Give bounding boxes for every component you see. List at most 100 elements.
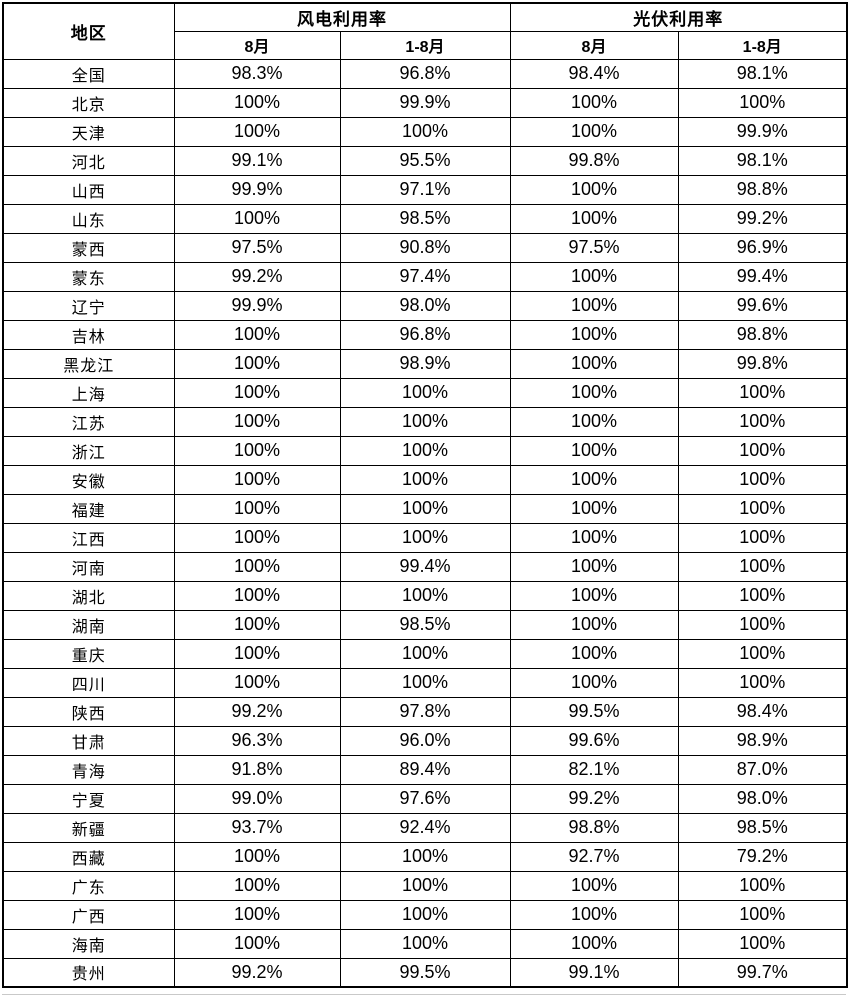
region-cell: 海南 [2,928,175,959]
value-cell: 82.1% [509,754,679,785]
value-cell: 100% [677,551,848,582]
value-cell: 100% [677,609,848,640]
value-cell: 100% [173,319,341,350]
region-cell: 天津 [2,116,175,147]
value-cell: 100% [677,638,848,669]
value-cell: 98.5% [339,609,511,640]
region-cell: 全国 [2,58,175,89]
solar-august-column-header: 8月 [509,30,679,60]
region-cell: 山西 [2,174,175,205]
table-row: 蒙西 97.5% 90.8% 97.5% 96.9% [2,232,848,263]
table-row: 山东 100% 98.5% 100% 99.2% [2,203,848,234]
value-cell: 98.1% [677,58,848,89]
value-cell: 100% [509,174,679,205]
value-cell: 100% [677,580,848,611]
value-cell: 79.2% [677,841,848,872]
table-row: 湖北 100% 100% 100% 100% [2,580,848,611]
value-cell: 100% [339,841,511,872]
value-cell: 99.2% [509,783,679,814]
table-row: 广东 100% 100% 100% 100% [2,870,848,901]
region-cell: 青海 [2,754,175,785]
value-cell: 100% [677,522,848,553]
table-row: 宁夏 99.0% 97.6% 99.2% 98.0% [2,783,848,814]
value-cell: 98.9% [677,725,848,756]
table-row: 山西 99.9% 97.1% 100% 98.8% [2,174,848,205]
table-body: 全国 98.3% 96.8% 98.4% 98.1% 北京 100% 99.9% 100% 100… [2,58,848,988]
header-row-subcolumns: 8月 1-8月 8月 1-8月 [3,30,848,60]
value-cell: 97.5% [509,232,679,263]
value-cell: 100% [509,261,679,292]
region-cell: 蒙东 [2,261,175,292]
value-cell: 99.9% [173,174,341,205]
value-cell: 100% [677,493,848,524]
value-cell: 99.6% [509,725,679,756]
value-cell: 100% [677,406,848,437]
region-column-header: 地区 [2,2,175,60]
value-cell: 100% [173,928,341,959]
value-cell: 99.2% [677,203,848,234]
value-cell: 100% [677,464,848,495]
value-cell: 99.8% [677,348,848,379]
region-cell: 宁夏 [2,783,175,814]
table-row: 陕西 99.2% 97.8% 99.5% 98.4% [2,696,848,727]
value-cell: 100% [509,377,679,408]
value-cell: 99.7% [677,957,848,988]
value-cell: 100% [677,928,848,959]
value-cell: 87.0% [677,754,848,785]
value-cell: 100% [509,928,679,959]
value-cell: 99.6% [677,290,848,321]
value-cell: 96.8% [339,58,511,89]
region-cell: 河南 [2,551,175,582]
table-row: 重庆 100% 100% 100% 100% [2,638,848,669]
value-cell: 99.9% [339,87,511,118]
region-cell: 陕西 [2,696,175,727]
value-cell: 92.7% [509,841,679,872]
value-cell: 100% [509,435,679,466]
table-row: 新疆 93.7% 92.4% 98.8% 98.5% [2,812,848,843]
value-cell: 97.8% [339,696,511,727]
region-cell: 广东 [2,870,175,901]
value-cell: 98.8% [509,812,679,843]
value-cell: 100% [509,609,679,640]
value-cell: 100% [509,667,679,698]
value-cell: 90.8% [339,232,511,263]
table-row: 河北 99.1% 95.5% 99.8% 98.1% [2,145,848,176]
value-cell: 100% [173,464,341,495]
value-cell: 99.4% [677,261,848,292]
value-cell: 97.4% [339,261,511,292]
value-cell: 100% [173,551,341,582]
value-cell: 100% [173,522,341,553]
value-cell: 100% [677,377,848,408]
value-cell: 99.8% [509,145,679,176]
value-cell: 100% [173,435,341,466]
region-cell: 新疆 [2,812,175,843]
value-cell: 98.8% [677,174,848,205]
region-cell: 吉林 [2,319,175,350]
value-cell: 100% [509,319,679,350]
value-cell: 97.6% [339,783,511,814]
value-cell: 100% [509,870,679,901]
value-cell: 96.9% [677,232,848,263]
value-cell: 100% [173,406,341,437]
value-cell: 100% [173,870,341,901]
region-cell: 上海 [2,377,175,408]
value-cell: 100% [173,667,341,698]
value-cell: 99.9% [173,290,341,321]
value-cell: 100% [677,435,848,466]
value-cell: 96.0% [339,725,511,756]
value-cell: 100% [339,899,511,930]
value-cell: 100% [173,87,341,118]
value-cell: 98.4% [509,58,679,89]
value-cell: 100% [339,580,511,611]
value-cell: 99.0% [173,783,341,814]
value-cell: 100% [509,551,679,582]
value-cell: 99.2% [173,696,341,727]
value-cell: 100% [509,348,679,379]
table-row: 河南 100% 99.4% 100% 100% [2,551,848,582]
table-row: 吉林 100% 96.8% 100% 98.8% [2,319,848,350]
value-cell: 100% [339,522,511,553]
region-cell: 湖南 [2,609,175,640]
table-row: 青海 91.8% 89.4% 82.1% 87.0% [2,754,848,785]
value-cell: 100% [509,87,679,118]
